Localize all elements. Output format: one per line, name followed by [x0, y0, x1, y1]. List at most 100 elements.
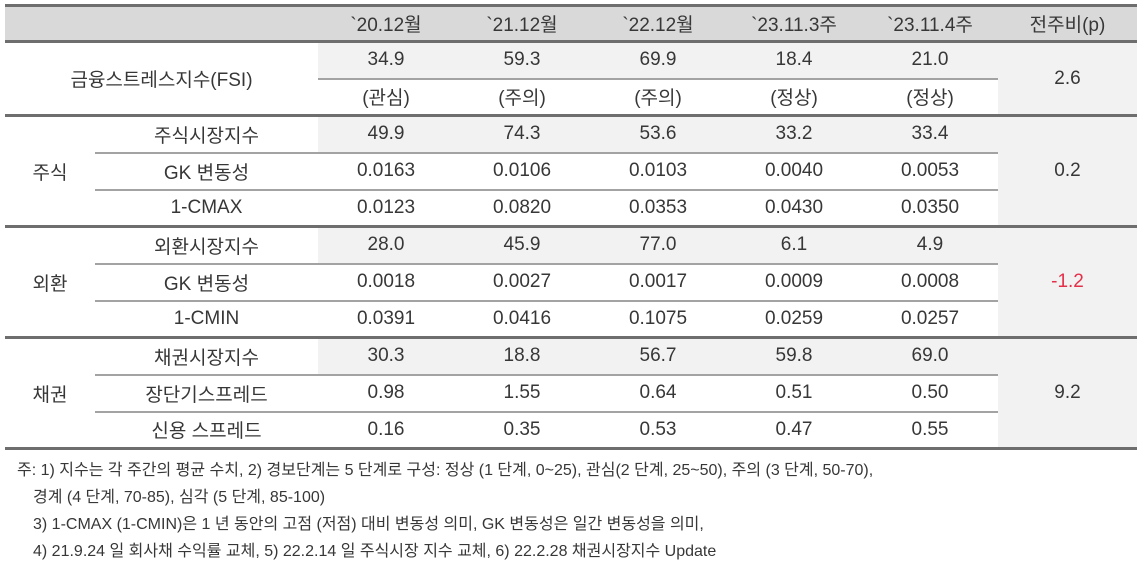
- footnotes: 주: 1) 지수는 각 주간의 평균 수치, 2) 경보단계는 5 단계로 구성…: [0, 457, 1142, 565]
- value-cell: 0.0416: [492, 307, 552, 329]
- value-cell: 0.0123: [356, 196, 416, 218]
- fsi-status-cell: (관심): [362, 88, 410, 110]
- value-cell: 0.0353: [628, 196, 688, 218]
- indicator-label: GK 변동성: [95, 152, 318, 191]
- table-row: 1-CMIN 0.0391 0.0416 0.1075 0.0259 0.025…: [5, 301, 1137, 338]
- value-cell: 0.0259: [764, 307, 824, 329]
- column-header: `23.11.3주: [751, 15, 837, 36]
- value-cell: 74.3: [454, 115, 590, 154]
- value-cell: 33.2: [726, 115, 862, 154]
- group-label-stock: 주식: [32, 162, 68, 184]
- table-row: 주식 주식시장지수 49.9 74.3 53.6 33.2 33.4 0.2: [5, 115, 1137, 227]
- group-label-bond: 채권: [32, 384, 68, 406]
- change-value-cell: -1.2: [998, 226, 1137, 338]
- value-cell: 0.50: [862, 374, 998, 413]
- value-cell: 0.0103: [590, 152, 726, 191]
- value-cell: 28.0: [318, 226, 454, 265]
- change-column-header: 전주비(p): [1029, 15, 1106, 36]
- indicator-label: 외환시장지수: [95, 226, 318, 265]
- value-cell: 1.55: [454, 374, 590, 413]
- value-cell: 0.0009: [726, 263, 862, 302]
- fsi-value-cell: 59.3: [454, 41, 590, 80]
- value-cell: 0.47: [775, 418, 813, 440]
- fsi-table: `20.12월 `21.12월 `22.12월 `23.11.3주 `23.11…: [5, 4, 1137, 450]
- footnote-line: 4) 21.9.24 일 회사채 수익률 교체, 5) 22.2.14 일 주식…: [33, 543, 717, 560]
- value-cell: 77.0: [590, 226, 726, 265]
- table-row: 장단기스프레드 0.98 1.55 0.64 0.51 0.50: [5, 374, 1137, 413]
- column-header: `20.12월: [350, 15, 422, 36]
- header-row: `20.12월 `21.12월 `22.12월 `23.11.3주 `23.11…: [5, 5, 1137, 42]
- value-cell: 0.0027: [454, 263, 590, 302]
- fsi-status-row: (관심) (주의) (주의) (정상) (정상): [5, 79, 1137, 116]
- fsi-row-label: 금융스트레스지수(FSI): [70, 70, 253, 91]
- table-row: 신용 스프레드 0.16 0.35 0.53 0.47 0.55: [5, 412, 1137, 449]
- value-cell: 0.0257: [900, 307, 960, 329]
- table-header: `20.12월 `21.12월 `22.12월 `23.11.3주 `23.11…: [5, 5, 1137, 42]
- indicator-label: 주식시장지수: [95, 115, 318, 154]
- column-header: `22.12월: [622, 15, 694, 36]
- fsi-status-cell: (정상): [906, 88, 954, 110]
- table-row: GK 변동성 0.0018 0.0027 0.0017 0.0009 0.000…: [5, 263, 1137, 302]
- fsi-change-cell: 2.6: [998, 41, 1137, 116]
- fsi-value-cell: 69.9: [590, 41, 726, 80]
- table-body: 금융스트레스지수(FSI) 34.9 59.3 69.9 18.4 21.0 2…: [5, 41, 1137, 449]
- value-cell: 0.0008: [862, 263, 998, 302]
- value-cell: 0.98: [318, 374, 454, 413]
- footnote-line: 경계 (4 단계, 70-85), 심각 (5 단계, 85-100): [33, 489, 326, 506]
- fsi-value-cell: 21.0: [862, 41, 998, 80]
- value-cell: 69.0: [862, 337, 998, 376]
- fsi-value-row: 금융스트레스지수(FSI) 34.9 59.3 69.9 18.4 21.0 2…: [5, 41, 1137, 116]
- table-row: 1-CMAX 0.0123 0.0820 0.0353 0.0430 0.035…: [5, 190, 1137, 227]
- value-cell: 0.53: [639, 418, 677, 440]
- value-cell: 33.4: [862, 115, 998, 154]
- fsi-status-cell: (주의): [498, 88, 546, 110]
- group-label-fx: 외환: [32, 273, 68, 295]
- value-cell: 0.55: [911, 418, 949, 440]
- value-cell: 0.51: [726, 374, 862, 413]
- value-cell: 0.0106: [454, 152, 590, 191]
- change-value-cell: 0.2: [998, 115, 1137, 227]
- value-cell: 6.1: [726, 226, 862, 265]
- table-row: 채권 채권시장지수 30.3 18.8 56.7 59.8 69.0 9.2: [5, 337, 1137, 449]
- footnote-line: 3) 1-CMAX (1-CMIN)은 1 년 동안의 고점 (저점) 대비 변…: [33, 516, 704, 533]
- value-cell: 0.0163: [318, 152, 454, 191]
- value-cell: 0.0018: [318, 263, 454, 302]
- fsi-value-cell: 18.4: [726, 41, 862, 80]
- value-cell: 30.3: [318, 337, 454, 376]
- value-cell: 0.64: [590, 374, 726, 413]
- value-cell: 4.9: [862, 226, 998, 265]
- change-value-cell: 9.2: [998, 337, 1137, 449]
- value-cell: 53.6: [590, 115, 726, 154]
- value-cell: 45.9: [454, 226, 590, 265]
- value-cell: 0.0391: [356, 307, 416, 329]
- value-cell: 0.1075: [628, 307, 688, 329]
- value-cell: 0.0350: [900, 196, 960, 218]
- value-cell: 0.0820: [492, 196, 552, 218]
- fsi-value-cell: 34.9: [318, 41, 454, 80]
- table-row: GK 변동성 0.0163 0.0106 0.0103 0.0040 0.005…: [5, 152, 1137, 191]
- indicator-label: 장단기스프레드: [95, 374, 318, 413]
- indicator-label: 신용 스프레드: [151, 421, 262, 443]
- value-cell: 18.8: [454, 337, 590, 376]
- column-header: `21.12월: [486, 15, 558, 36]
- indicator-label: 1-CMIN: [173, 307, 240, 329]
- header-empty-cell: [5, 6, 318, 42]
- indicator-label: 채권시장지수: [95, 337, 318, 376]
- table-row: 외환 외환시장지수 28.0 45.9 77.0 6.1 4.9 -1.2: [5, 226, 1137, 338]
- value-cell: 0.0430: [764, 196, 824, 218]
- fsi-status-cell: (정상): [770, 88, 818, 110]
- value-cell: 0.0040: [726, 152, 862, 191]
- value-cell: 49.9: [318, 115, 454, 154]
- indicator-label: 1-CMAX: [170, 196, 243, 218]
- value-cell: 56.7: [590, 337, 726, 376]
- indicator-label: GK 변동성: [95, 263, 318, 302]
- value-cell: 0.0017: [590, 263, 726, 302]
- fsi-status-cell: (주의): [634, 88, 682, 110]
- footnote-line: 주: 1) 지수는 각 주간의 평균 수치, 2) 경보단계는 5 단계로 구성…: [17, 462, 874, 479]
- column-header: `23.11.4주: [887, 15, 973, 36]
- value-cell: 0.35: [503, 418, 541, 440]
- value-cell: 0.16: [367, 418, 405, 440]
- value-cell: 0.0053: [862, 152, 998, 191]
- value-cell: 59.8: [726, 337, 862, 376]
